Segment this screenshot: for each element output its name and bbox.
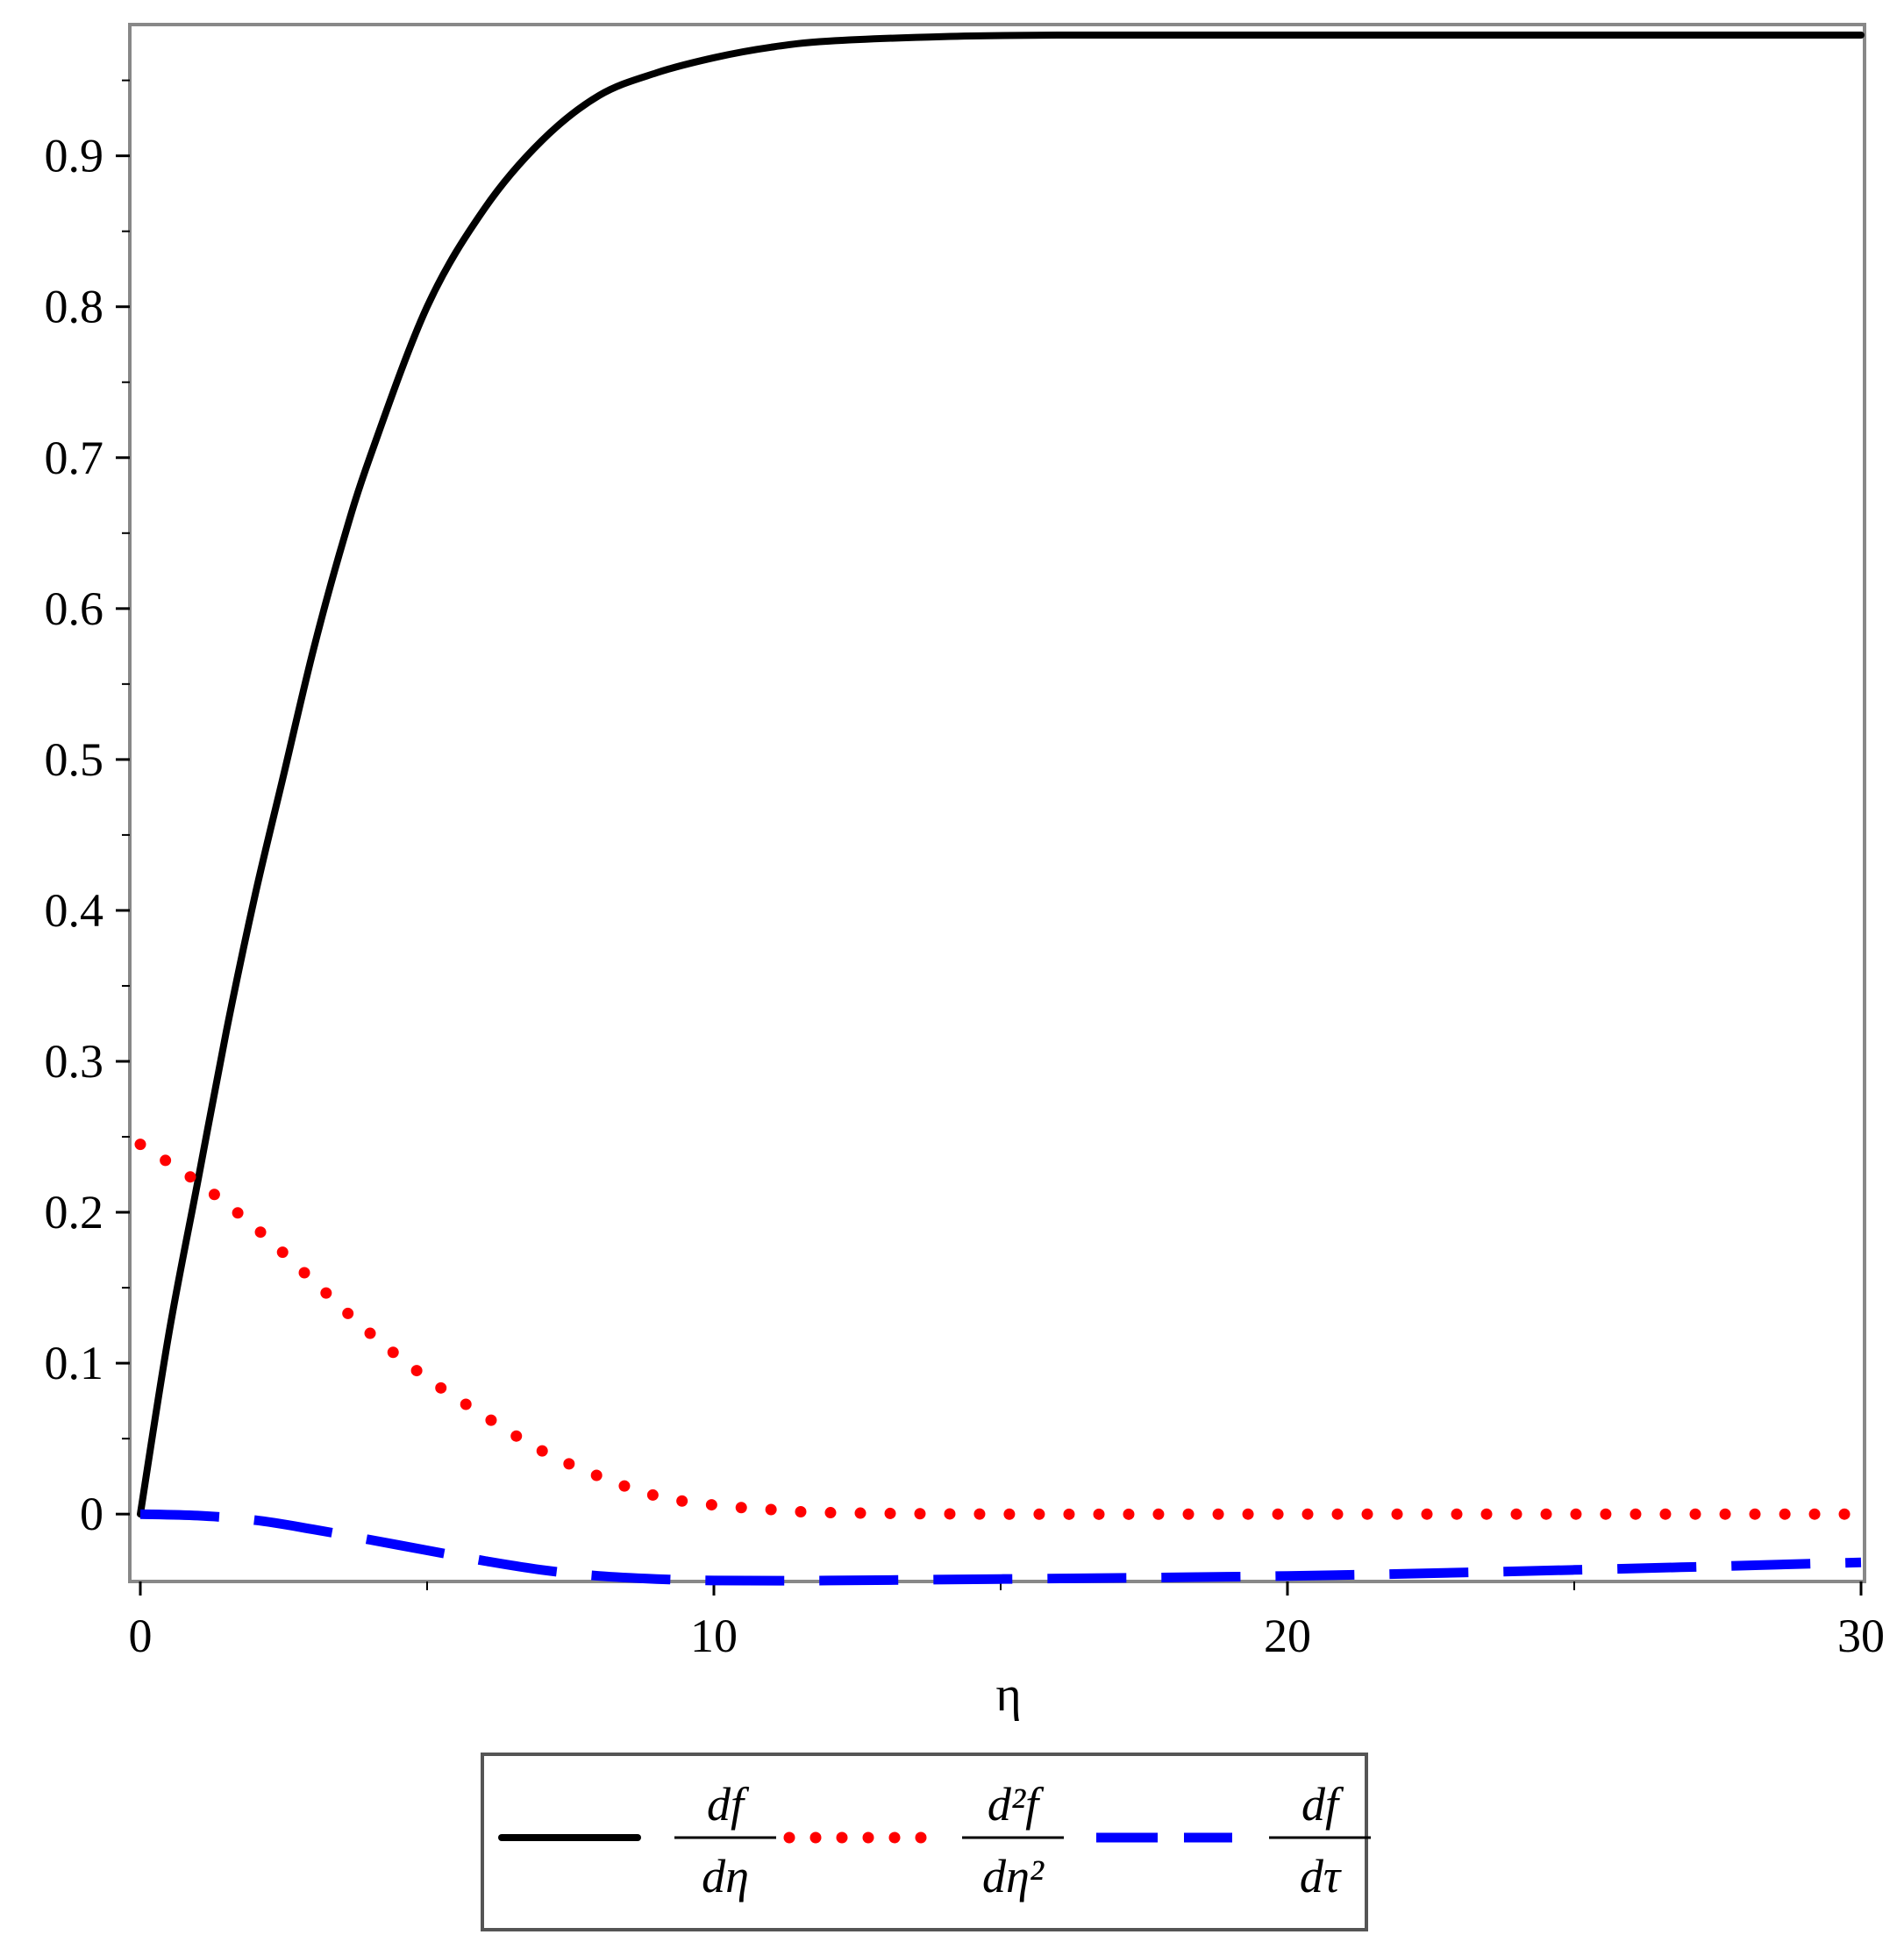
x-tick-label: 20 [1264,1610,1311,1662]
series-line-3 [139,1509,1862,1586]
y-tick-label: 0.2 [45,1186,104,1239]
y-tick-label: 0.4 [45,884,104,937]
x-tick-label: 30 [1837,1610,1885,1662]
series-line-1 [137,31,1865,1518]
legend-label-denominator-3: dτ [1300,1850,1342,1903]
x-tick-label: 0 [129,1610,153,1662]
legend: df dη d²f dη² df dτ [481,1753,1371,1931]
y-tick-label: 0.9 [45,130,104,182]
y-tick-label: 0.6 [45,582,104,635]
x-axis-label: η [995,1667,1021,1722]
legend-label-numerator-3: df [1301,1778,1344,1831]
legend-label-denominator-2: dη² [982,1850,1045,1903]
y-tick-label: 0.1 [45,1337,104,1389]
y-tick-label: 0.3 [45,1035,104,1088]
legend-label-denominator-1: dη [702,1850,749,1903]
legend-label-numerator-1: df [707,1778,750,1831]
y-tick-label: 0 [80,1488,103,1540]
y-tick-label: 0.5 [45,733,104,786]
x-tick-label: 10 [690,1610,738,1662]
y-tick-label: 0.8 [45,281,104,333]
series-line-2 [134,1139,1867,1520]
legend-label-numerator-2: d²f [988,1778,1045,1831]
y-tick-label: 0.7 [45,432,104,484]
